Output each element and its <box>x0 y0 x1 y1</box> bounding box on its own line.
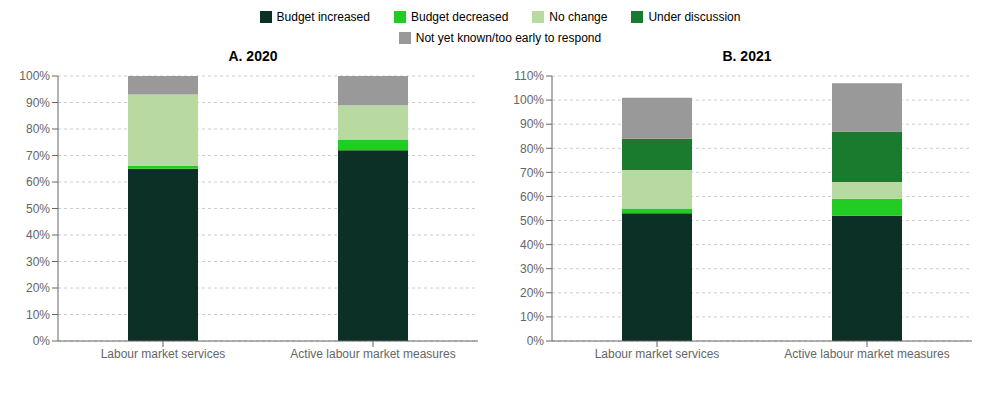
svg-text:0%: 0% <box>33 334 51 348</box>
svg-text:70%: 70% <box>26 149 50 163</box>
html-text:Budget increased: Budget increased <box>276 9 370 24</box>
html-text:Budget decreased: Budget decreased <box>411 9 509 24</box>
svg-text:100%: 100% <box>19 69 50 83</box>
svg-text:70%: 70% <box>520 166 544 180</box>
svg-text:40%: 40% <box>26 228 50 242</box>
svg-text:20%: 20% <box>26 281 50 295</box>
svg-text:Active labour market measures: Active labour market measures <box>290 347 455 361</box>
svg-text:50%: 50% <box>26 202 50 216</box>
svg-text:90%: 90% <box>520 117 544 131</box>
svg-text:30%: 30% <box>520 262 544 276</box>
svg-text:10%: 10% <box>26 308 50 322</box>
svg-text:Active labour market measures: Active labour market measures <box>784 347 949 361</box>
html-text:A. 2020: A. 2020 <box>228 48 278 64</box>
svg-text:40%: 40% <box>520 238 544 252</box>
svg-text:Labour market services: Labour market services <box>101 347 226 361</box>
svg-text:100%: 100% <box>513 93 544 107</box>
html-text:No change: No change <box>549 9 608 24</box>
svg-text:10%: 10% <box>520 310 544 324</box>
svg-text:60%: 60% <box>520 190 544 204</box>
svg-text:90%: 90% <box>26 96 50 110</box>
svg-text:0%: 0% <box>527 334 545 348</box>
svg-text:20%: 20% <box>520 286 544 300</box>
svg-text:80%: 80% <box>520 142 544 156</box>
svg-text:80%: 80% <box>26 122 50 136</box>
html-text:B. 2021: B. 2021 <box>722 48 772 64</box>
html-text:Not yet known/too early to res: Not yet known/too early to respond <box>415 30 602 45</box>
svg-text:50%: 50% <box>520 214 544 228</box>
html-text:Under discussion: Under discussion <box>648 9 741 24</box>
svg-text:30%: 30% <box>26 255 50 269</box>
svg-text:Labour market services: Labour market services <box>595 347 720 361</box>
svg-text:110%: 110% <box>514 69 544 83</box>
svg-text:60%: 60% <box>26 175 50 189</box>
